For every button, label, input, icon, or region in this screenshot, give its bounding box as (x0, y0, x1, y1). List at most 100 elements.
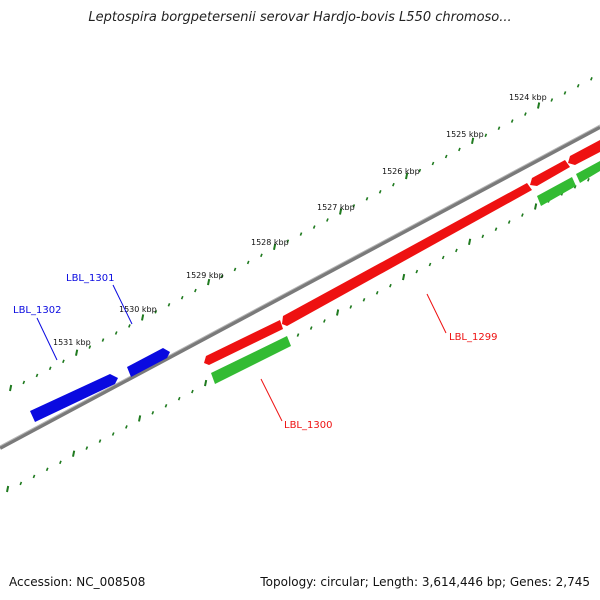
minor-tick (299, 232, 303, 236)
minor-tick (415, 269, 419, 274)
minor-tick (177, 396, 181, 401)
minor-tick (194, 288, 197, 293)
minor-tick (590, 77, 593, 81)
major-tick (75, 349, 79, 356)
minor-tick (428, 262, 432, 267)
leader-lbl-1301 (112, 284, 133, 325)
minor-tick (154, 310, 158, 314)
minor-tick (375, 291, 379, 295)
outer-tick-ring (9, 77, 593, 392)
minor-tick (48, 366, 52, 371)
kbp-label: 1528 kbp (251, 238, 289, 247)
minor-tick (431, 161, 435, 166)
cds-lbl-1297[interactable] (576, 161, 600, 183)
minor-tick (362, 298, 366, 302)
minor-tick (111, 432, 115, 436)
gene-lbl-1301[interactable] (127, 348, 170, 377)
reverse-genes (30, 348, 170, 422)
minor-tick (481, 234, 485, 239)
minor-tick (507, 220, 511, 224)
minor-tick (286, 239, 290, 243)
minor-tick (167, 303, 171, 307)
cds-features (211, 161, 600, 384)
cds-lbl-1298[interactable] (537, 177, 576, 206)
minor-tick (455, 248, 458, 253)
minor-tick (220, 274, 224, 279)
map-title: Leptospira borgpetersenii serovar Hardjo… (88, 10, 512, 25)
minor-tick (233, 267, 237, 272)
gene-lbl-1299[interactable] (282, 183, 532, 326)
major-tick (537, 102, 541, 109)
minor-tick (494, 227, 498, 231)
cds-lbl-1300[interactable] (211, 336, 291, 384)
minor-tick (59, 460, 62, 465)
accession-text: Accession: NC_008508 (9, 575, 146, 589)
minor-tick (246, 260, 250, 265)
inner-tick-ring (6, 178, 590, 493)
minor-tick (326, 218, 329, 222)
gene-lbl-1297[interactable] (568, 140, 600, 165)
minor-tick (497, 126, 501, 130)
gene-lbl-1298[interactable] (530, 160, 570, 186)
kbp-label: 1526 kbp (382, 167, 420, 176)
gene-label-lbl-1302[interactable]: LBL_1302 (13, 305, 61, 316)
major-tick (534, 203, 538, 210)
gene-label-leaders (36, 284, 447, 422)
minor-tick (389, 283, 392, 288)
minor-tick (62, 359, 65, 364)
minor-tick (524, 112, 527, 116)
minor-tick (521, 213, 524, 217)
kbp-label: 1524 kbp (509, 93, 547, 102)
major-tick (138, 415, 142, 422)
minor-tick (164, 404, 168, 408)
minor-tick (128, 324, 131, 328)
minor-tick (296, 333, 300, 337)
major-tick (471, 137, 475, 144)
minor-tick (151, 411, 155, 415)
minor-tick (587, 178, 590, 182)
minor-tick (45, 467, 49, 472)
kbp-label: 1531 kbp (53, 338, 91, 347)
genome-summary-text: Topology: circular; Length: 3,614,446 bp… (260, 575, 590, 589)
minor-tick (98, 439, 102, 443)
leader-lbl-1299 (426, 293, 447, 334)
gene-lbl-1300[interactable] (204, 320, 283, 365)
minor-tick (309, 326, 313, 330)
gene-label-lbl-1300[interactable]: LBL_1300 (284, 420, 332, 431)
gene-label-lbl-1299[interactable]: LBL_1299 (449, 332, 497, 343)
minor-tick (114, 331, 118, 335)
major-tick (6, 485, 10, 493)
kbp-label: 1525 kbp (446, 130, 484, 139)
minor-tick (378, 190, 382, 194)
minor-tick (191, 389, 194, 394)
minor-tick (349, 305, 353, 309)
minor-tick (441, 255, 445, 260)
minor-tick (19, 481, 23, 486)
minor-tick (125, 425, 128, 429)
minor-tick (352, 204, 356, 208)
major-tick (141, 314, 145, 321)
gene-label-lbl-1301[interactable]: LBL_1301 (66, 273, 114, 284)
minor-tick (392, 182, 395, 187)
minor-tick (576, 84, 580, 88)
major-tick (339, 208, 343, 215)
kbp-label: 1527 kbp (317, 203, 355, 212)
leader-lbl-1302 (36, 317, 58, 361)
kbp-labels: 1524 kbp 1525 kbp 1526 kbp 1527 kbp 1528… (53, 93, 547, 347)
major-tick (336, 309, 340, 316)
minor-tick (101, 338, 105, 342)
major-tick (204, 379, 208, 387)
chromosome-backbone (0, 125, 600, 450)
leader-lbl-1300 (260, 378, 283, 422)
gene-labels: LBL_1299 LBL_1300 LBL_1301 LBL_1302 (13, 273, 497, 431)
minor-tick (312, 225, 316, 229)
minor-tick (550, 98, 554, 102)
major-tick (72, 450, 76, 457)
forward-genes (204, 140, 600, 365)
gene-lbl-1302[interactable] (30, 374, 118, 422)
minor-tick (85, 446, 89, 450)
minor-tick (88, 345, 92, 349)
minor-tick (563, 91, 567, 95)
chromosome-backbone-highlight (0, 124, 600, 447)
